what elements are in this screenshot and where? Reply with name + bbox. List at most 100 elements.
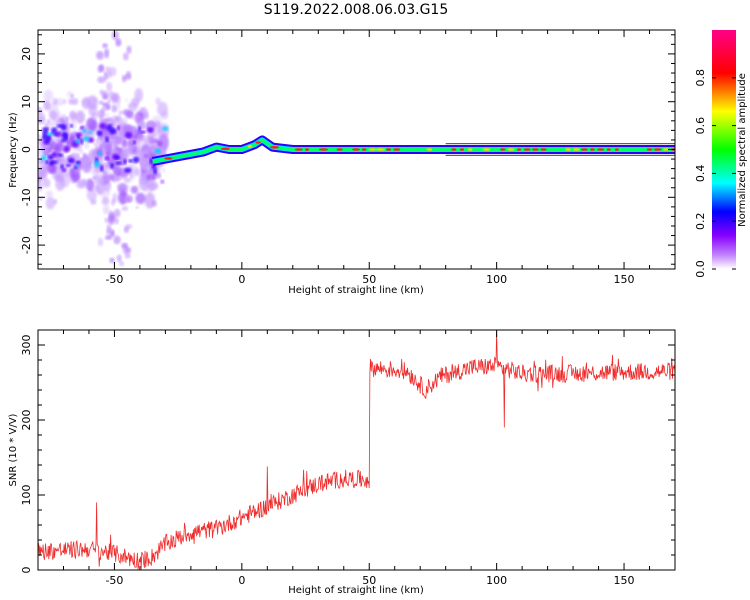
x-tick-label: 50 [362,574,376,587]
colorbar-ticks: 0.0 0.2 0.4 0.6 0.8 [694,69,736,278]
spectrogram-noise-blob [97,237,104,247]
spectrogram-noise-blob [60,164,64,170]
spectrogram-hotspot [164,157,173,160]
spectrogram-marks [38,30,675,267]
spectrogram-noise-blob [106,227,114,237]
spectrogram-noise-blob [118,191,128,205]
x-tick-label: 150 [614,574,635,587]
spectrogram-noise-blob [97,65,105,73]
spectrogram-noise-blob [119,149,129,164]
spectrogram-noise-blob [42,128,49,135]
spectrogram-hotspot [499,148,506,151]
spectrogram-noise-blob [56,98,64,107]
spectrogram-noise-blob [105,136,110,143]
spectrogram-noise-blob [96,50,104,60]
spectrogram-noise-blob [154,148,162,154]
spectrogram-noise-blob [116,254,122,263]
spectrogram-noise-blob [68,158,75,163]
y-tick-label: -20 [20,236,33,254]
spectrogram-hotspot [572,148,581,151]
spectrogram-noise-blob [133,140,137,145]
spectrogram-noise-blob [45,159,49,165]
x-tick-label: 100 [486,574,507,587]
spectrogram-noise-blob [108,210,115,220]
x-tick-label: -50 [105,574,123,587]
spectrogram-hotspot [564,148,572,151]
snr-x-axis-label: Height of straight line (km) [288,585,424,596]
spectrogram-hotspot [375,148,386,151]
spectrogram-noise-blob [46,162,56,174]
spectrogram-noise-blob [55,111,62,119]
y-tick-label: 300 [20,335,33,356]
spectrogram-hotspot [368,148,377,151]
spectrogram-noise-blob [149,157,154,165]
spectrogram-noise-blob [102,43,108,49]
spectrogram-noise-blob [114,155,121,160]
spectrogram-noise-blob [143,140,153,155]
spectrogram-noise-blob [103,71,108,82]
colorbar-tick-label: 0.4 [694,165,707,183]
spectrogram-noise-blob [69,133,75,142]
spectrogram-noise-blob [106,169,111,174]
spectrogram-noise-blob [99,115,104,123]
spectrogram-noise-blob [106,103,111,110]
spectrogram-hotspot [614,148,619,151]
y-tick-label: 0 [20,567,33,574]
spectrogram-noise-blob [89,164,93,169]
spectrogram-y-ticks: -20 -10 0 10 20 [20,34,675,265]
spectrogram-noise-blob [106,81,113,92]
spectrogram-noise-blob [123,74,132,81]
y-tick-label: 20 [20,47,33,61]
spectrogram-hotspot [482,148,491,151]
spectrogram-noise-blob [107,91,115,101]
spectrogram-noise-blob [125,247,132,254]
x-tick-label: 150 [614,273,635,286]
spectrogram-noise-blob [40,142,50,154]
spectrogram-x-axis-label: Height of straight line (km) [288,285,424,296]
spectrogram-noise-blob [86,188,97,202]
spectrogram-noise-blob [98,100,104,105]
spectrogram-hotspot [247,145,253,148]
spectrogram-noise-blob [126,140,132,146]
spectrogram-noise-blob [70,167,75,173]
spectrogram-noise-blob [113,116,119,123]
spectrogram-hotspot [653,148,662,151]
spectrogram-noise-blob [134,88,144,103]
spectrogram-noise-blob [99,164,104,172]
spectrogram-noise-blob [45,190,54,199]
spectrogram-noise-blob [102,205,110,215]
spectrogram-noise-blob [113,140,118,148]
spectrogram-noise-blob [110,173,119,183]
spectrogram-noise-blob [66,127,70,133]
spectrogram-hotspot [467,148,473,151]
spectrogram-noise-blob [104,132,109,138]
spectrogram-noise-blob [65,116,70,122]
spectrogram-noise-blob [132,156,140,164]
snr-panel: -50 0 50 100 150 0 100 200 300 Height of straig… [8,329,676,596]
spectrogram-noise-blob [51,151,58,158]
spectrogram-hotspot [269,146,280,149]
spectrogram-hotspot [305,148,310,151]
spectrogram-panel: -50 0 50 100 150 -20 -10 0 10 20 Height of strai… [8,29,676,296]
spectrogram-noise-blob [143,112,149,119]
spectrogram-hotspot [596,148,605,151]
spectrogram-noise-blob [162,126,169,131]
spectrogram-hotspot [459,148,465,151]
x-tick-label: -50 [105,273,123,286]
spectrogram-noise-blob [160,179,165,184]
spectrogram-noise-blob [94,160,100,168]
spectrogram-noise-blob [153,167,158,175]
spectrogram-noise-blob [111,105,117,113]
y-tick-label: 100 [20,485,33,506]
colorbar-gradient [712,30,736,269]
colorbar-tick-label: 0.2 [694,212,707,230]
y-tick-label: 10 [20,95,33,109]
spectrogram-noise-blob [144,192,156,209]
spectrogram-noise-blob [59,170,71,188]
colorbar-tick-label: 0.6 [694,117,707,135]
spectrogram-noise-blob [124,98,129,102]
spectrogram-noise-blob [61,131,68,139]
spectrogram-noise-blob [55,119,61,125]
spectrogram-noise-blob [84,141,90,150]
spectrogram-noise-blob [118,110,125,115]
